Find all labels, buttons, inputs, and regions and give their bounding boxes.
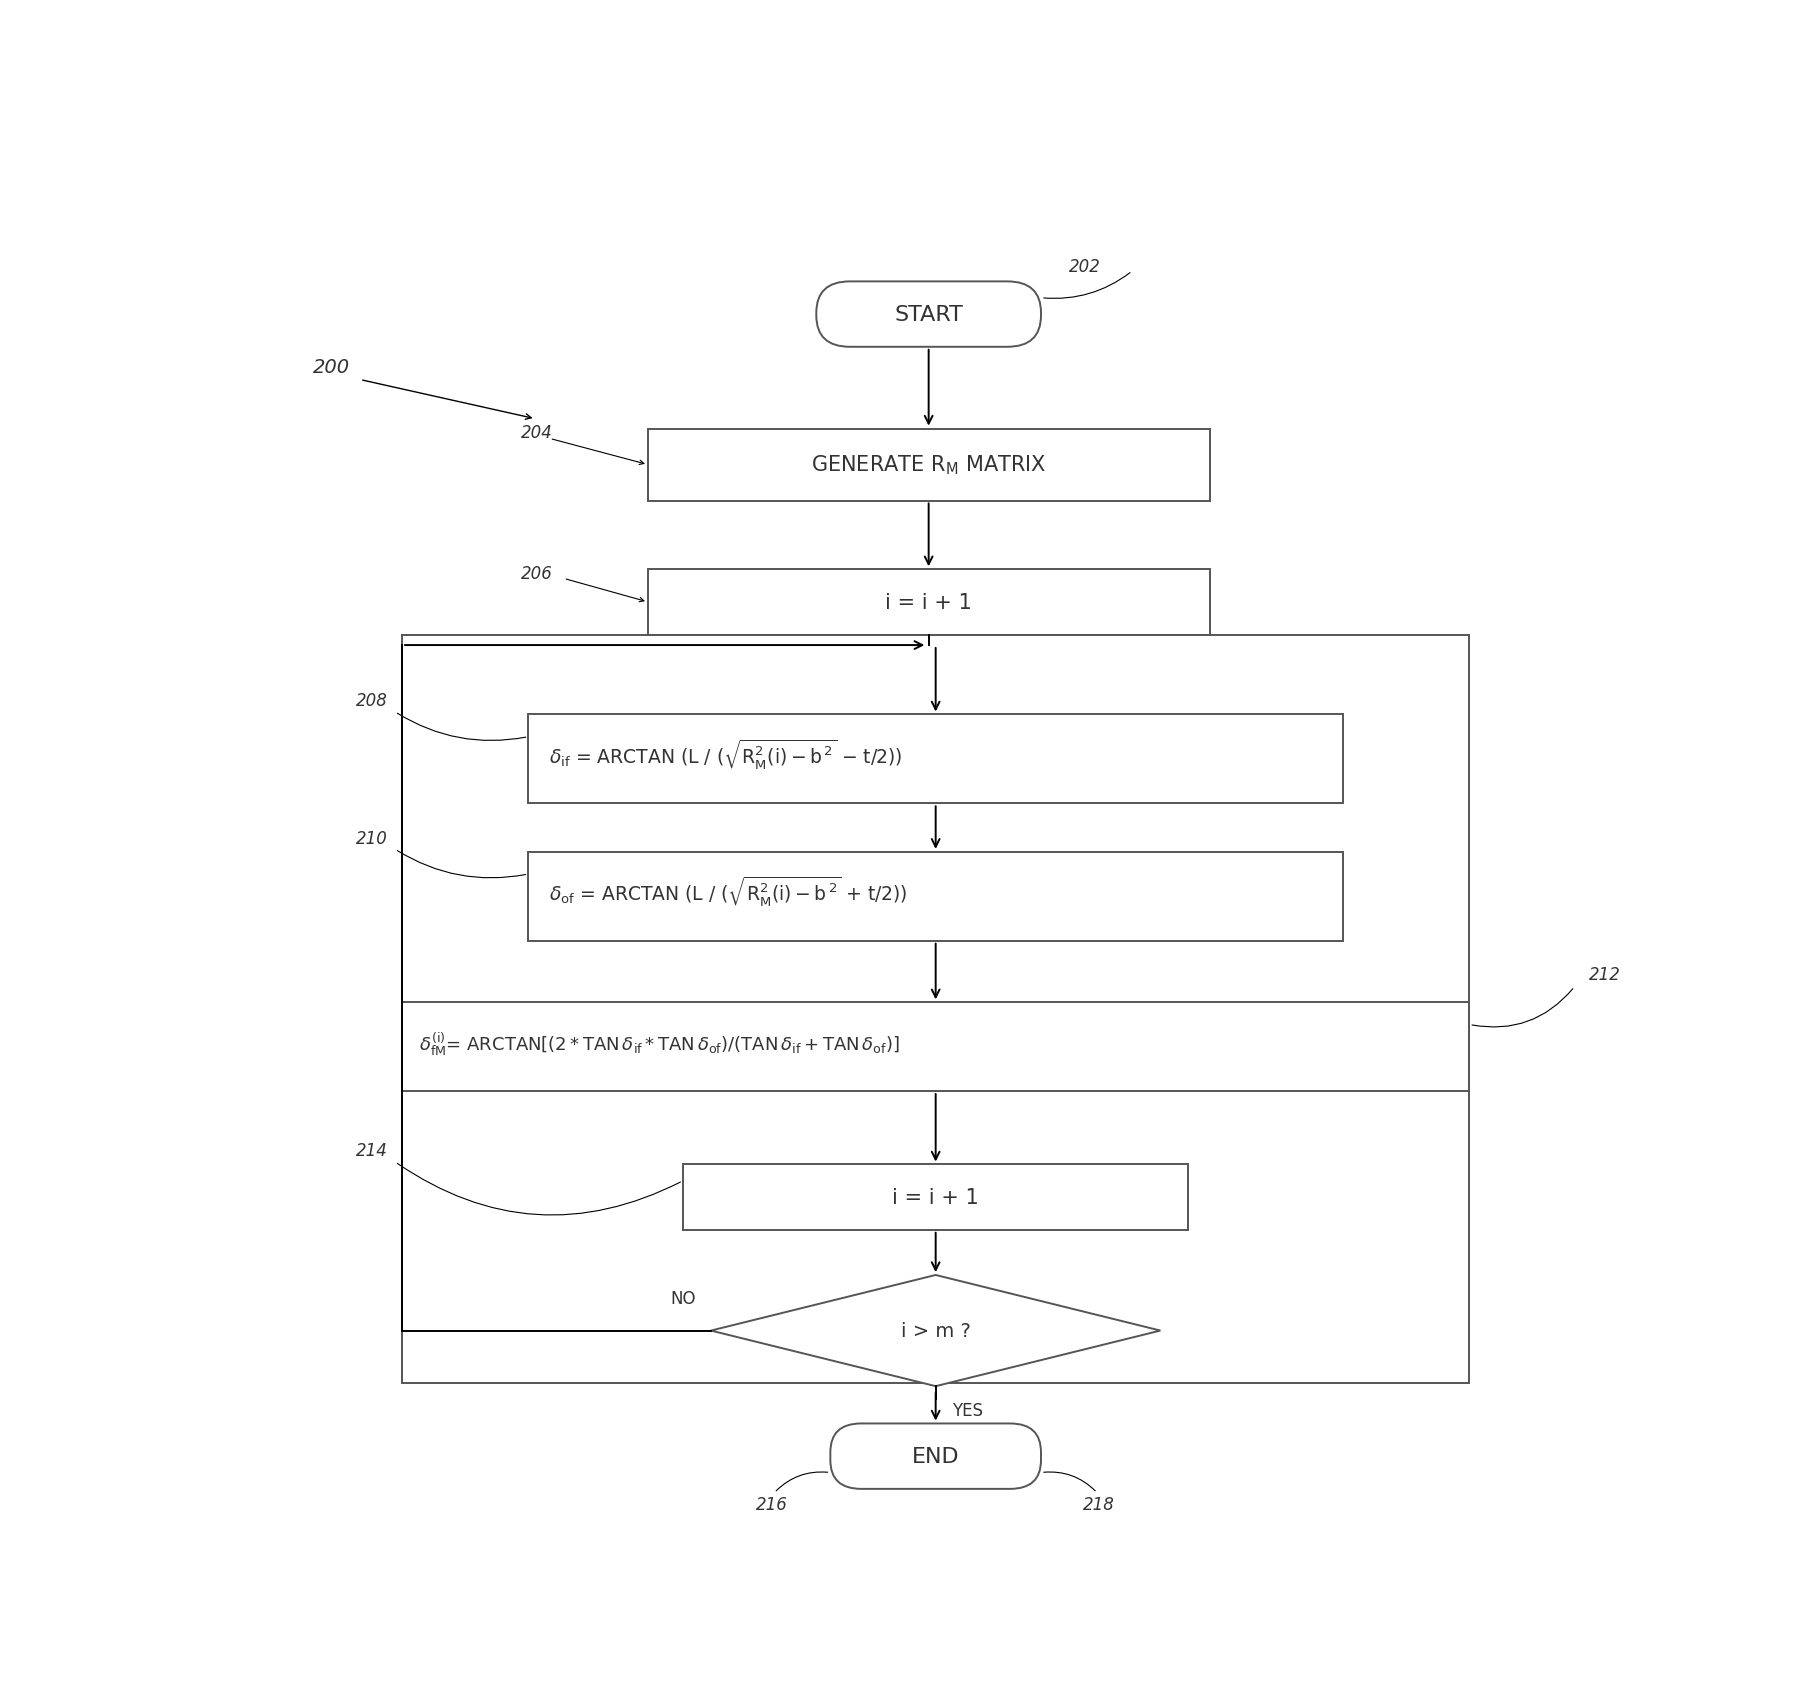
Text: 214: 214 (357, 1141, 388, 1160)
Text: $\delta_{\mathregular{of}}$ = ARCTAN (L / ($\sqrt{\mathregular{R}_\mathregular{M: $\delta_{\mathregular{of}}$ = ARCTAN (L … (549, 874, 908, 908)
FancyBboxPatch shape (815, 282, 1040, 348)
Text: $\delta_{\mathregular{if}}$ = ARCTAN (L / ($\sqrt{\mathregular{R}_\mathregular{M: $\delta_{\mathregular{if}}$ = ARCTAN (L … (549, 737, 902, 771)
Text: 210: 210 (357, 829, 388, 847)
Text: 208: 208 (357, 691, 388, 710)
Text: 206: 206 (522, 565, 553, 582)
Polygon shape (710, 1275, 1160, 1386)
Bar (649, 430, 1209, 501)
Text: 216: 216 (756, 1496, 788, 1513)
Text: 218: 218 (1084, 1496, 1114, 1513)
Text: YES: YES (953, 1401, 984, 1420)
Text: 212: 212 (1589, 964, 1620, 983)
Text: END: END (911, 1447, 960, 1467)
Bar (683, 1165, 1189, 1229)
Bar (649, 571, 1209, 635)
Text: 200: 200 (313, 358, 350, 377)
Text: $\delta_{\mathregular{fM}}^{\mathregular{(i)}}$= ARCTAN$\left[(2 * \mathregular{: $\delta_{\mathregular{fM}}^{\mathregular… (419, 1029, 901, 1056)
FancyBboxPatch shape (830, 1423, 1040, 1489)
Text: i = i + 1: i = i + 1 (886, 593, 971, 613)
Text: 204: 204 (522, 423, 553, 441)
Text: GENERATE R$_\mathregular{M}$ MATRIX: GENERATE R$_\mathregular{M}$ MATRIX (812, 453, 1046, 477)
Bar (529, 852, 1343, 941)
Bar (402, 1002, 1470, 1092)
Bar (529, 715, 1343, 803)
Text: NO: NO (670, 1289, 696, 1307)
Text: START: START (893, 306, 964, 324)
Text: i > m ?: i > m ? (901, 1321, 971, 1340)
Text: i = i + 1: i = i + 1 (892, 1187, 978, 1207)
Bar (402, 635, 1470, 1384)
Text: 202: 202 (1069, 258, 1102, 275)
